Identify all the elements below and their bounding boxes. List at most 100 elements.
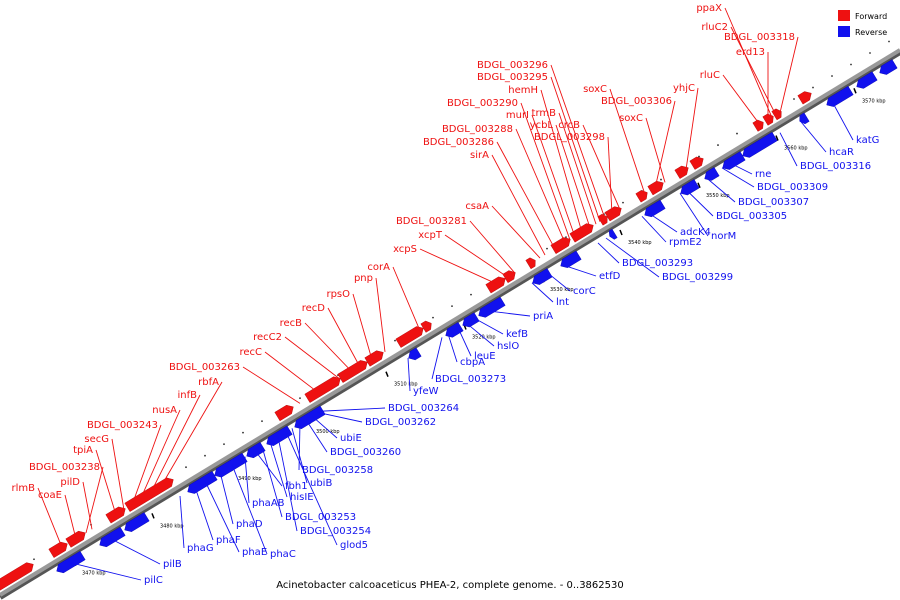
gene-label[interactable]: BDGL_003273 (435, 374, 506, 385)
gene-label[interactable]: corC (573, 286, 596, 297)
forward-gene[interactable] (674, 165, 689, 179)
gene-label[interactable]: BDGL_003306 (601, 96, 672, 107)
gene-label[interactable]: hemH (508, 85, 538, 96)
forward-gene[interactable] (502, 270, 516, 284)
forward-gene[interactable] (420, 320, 432, 333)
gene-label[interactable]: BDGL_003305 (716, 211, 787, 222)
gene-label[interactable]: leuE (474, 351, 496, 362)
gene-label[interactable]: lnt (556, 297, 569, 308)
gene-label[interactable]: recD (302, 303, 326, 314)
reverse-gene[interactable] (99, 526, 126, 548)
gene-label[interactable]: soxC (619, 113, 643, 124)
reverse-gene[interactable] (704, 167, 720, 181)
reverse-gene[interactable] (879, 59, 898, 75)
gene-label[interactable]: BDGL_003295 (477, 72, 548, 83)
gene-label[interactable]: pilD (60, 477, 80, 488)
gene-label[interactable]: recB (280, 318, 303, 329)
gene-label[interactable]: recC2 (253, 332, 282, 343)
forward-gene[interactable] (604, 206, 622, 222)
gene-label[interactable]: fbh1 (285, 481, 308, 492)
gene-label[interactable]: trmB (532, 108, 557, 119)
gene-label[interactable]: secG (84, 434, 109, 445)
reverse-gene[interactable] (826, 85, 854, 107)
forward-gene[interactable] (797, 91, 812, 105)
gene-label[interactable]: pilB (163, 559, 182, 570)
gene-label[interactable]: ycbL (530, 120, 554, 131)
gene-label[interactable]: rpmE2 (669, 237, 702, 248)
forward-gene[interactable] (364, 350, 384, 367)
gene-label[interactable]: glod5 (340, 540, 368, 551)
gene-label[interactable]: yhjC (673, 83, 695, 94)
gene-label[interactable]: BDGL_003238 (29, 462, 100, 473)
reverse-gene[interactable] (266, 425, 293, 446)
forward-gene[interactable] (337, 360, 368, 383)
forward-gene[interactable] (65, 530, 86, 548)
gene-label[interactable]: BDGL_003288 (442, 124, 513, 135)
gene-label[interactable]: recC (239, 347, 262, 358)
reverse-gene[interactable] (246, 441, 266, 459)
forward-gene[interactable] (647, 180, 664, 196)
gene-label[interactable]: BDGL_003286 (423, 137, 494, 148)
gene-label[interactable]: xcpT (418, 230, 443, 241)
gene-label[interactable]: BDGL_003253 (285, 512, 356, 523)
gene-label[interactable]: BDGL_003243 (87, 420, 158, 431)
reverse-gene[interactable] (799, 112, 810, 125)
gene-label[interactable]: xcpS (393, 244, 417, 255)
gene-label[interactable]: erd13 (736, 47, 765, 58)
forward-gene[interactable] (597, 213, 608, 226)
forward-gene[interactable] (689, 156, 704, 170)
gene-label[interactable]: coaE (38, 490, 62, 501)
gene-label[interactable]: rbfA (198, 377, 219, 388)
gene-label[interactable]: rne (755, 169, 771, 180)
gene-label[interactable]: BDGL_003264 (388, 403, 459, 414)
gene-label[interactable]: tpiA (73, 445, 93, 456)
gene-label[interactable]: phaD (236, 519, 263, 530)
gene-label[interactable]: katG (856, 135, 879, 146)
gene-label[interactable]: priA (533, 311, 553, 322)
gene-label[interactable]: BDGL_003262 (365, 417, 436, 428)
forward-gene[interactable] (304, 376, 341, 403)
gene-label[interactable]: sirA (470, 150, 489, 161)
gene-label[interactable]: phaC (270, 549, 296, 560)
forward-gene[interactable] (569, 223, 594, 243)
gene-label[interactable]: BDGL_003254 (300, 526, 371, 537)
gene-label[interactable]: ppaX (696, 3, 722, 14)
gene-label[interactable]: rluC2 (701, 22, 728, 33)
gene-label[interactable]: corA (367, 262, 390, 273)
gene-label[interactable]: phaE (242, 547, 267, 558)
gene-label[interactable]: BDGL_003316 (800, 161, 871, 172)
gene-label[interactable]: phaAB (252, 498, 285, 509)
forward-gene[interactable] (48, 541, 68, 558)
gene-label[interactable]: crcB (558, 120, 580, 131)
forward-gene[interactable] (550, 237, 571, 254)
forward-gene[interactable] (485, 276, 506, 294)
gene-label[interactable]: ubiE (340, 433, 362, 444)
gene-label[interactable]: phaF (216, 535, 241, 546)
reverse-gene[interactable] (856, 71, 878, 89)
reverse-gene[interactable] (680, 179, 700, 196)
gene-label[interactable]: BDGL_003293 (622, 258, 693, 269)
gene-label[interactable]: nusA (152, 405, 177, 416)
gene-label[interactable]: adcK4 (680, 227, 711, 238)
gene-label[interactable]: BDGL_003281 (396, 216, 467, 227)
gene-label[interactable]: BDGL_003309 (757, 182, 828, 193)
gene-label[interactable]: murI (506, 110, 529, 121)
reverse-gene[interactable] (742, 131, 778, 158)
reverse-gene[interactable] (408, 347, 422, 361)
gene-label[interactable]: phaG (187, 543, 214, 554)
reverse-gene[interactable] (608, 228, 618, 240)
gene-label[interactable]: BDGL_003296 (477, 60, 548, 71)
reverse-gene[interactable] (294, 405, 326, 429)
gene-label[interactable]: pnp (354, 273, 373, 284)
gene-label[interactable]: kefB (506, 329, 528, 340)
gene-label[interactable]: cbpA (460, 357, 485, 368)
gene-label[interactable]: hcaR (829, 147, 854, 158)
reverse-gene[interactable] (644, 199, 666, 218)
gene-label[interactable]: infB (178, 390, 198, 401)
forward-gene[interactable] (105, 506, 126, 524)
forward-gene[interactable] (274, 404, 294, 422)
reverse-gene[interactable] (56, 550, 86, 574)
forward-gene[interactable] (525, 257, 536, 270)
reverse-gene[interactable] (560, 250, 582, 268)
gene-label[interactable]: hisIE (290, 492, 314, 503)
